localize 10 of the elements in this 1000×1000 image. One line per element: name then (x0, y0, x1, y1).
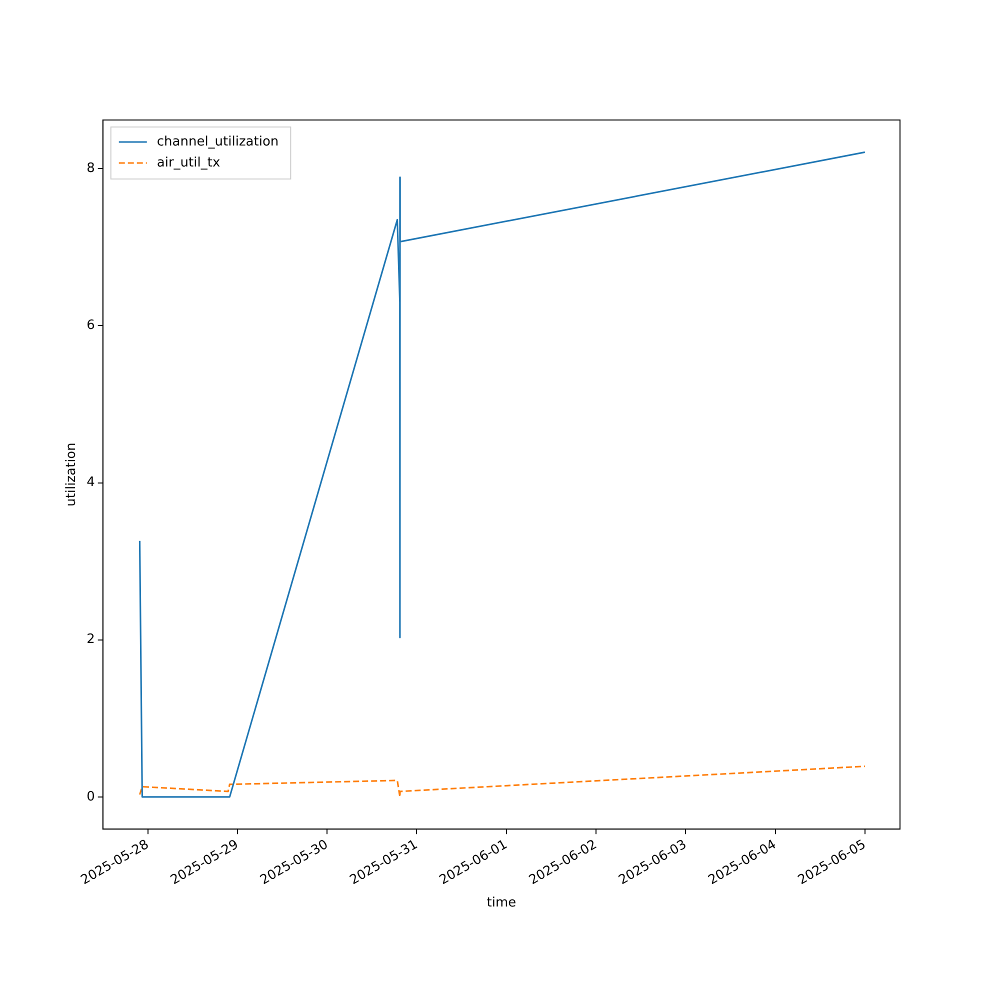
x-axis-title: time (486, 896, 516, 911)
y-tick-label: 8 (86, 161, 95, 176)
y-axis-title: utilization (64, 442, 80, 506)
line-series (138, 765, 866, 798)
y-tick-label: 6 (86, 318, 95, 334)
y-tick-label: 4 (86, 475, 95, 490)
y-tick-label: 0 (86, 789, 95, 804)
legend-label: channel_utilization (156, 134, 279, 150)
legend-label: air_util_tx (156, 155, 220, 170)
y-tick-label: 2 (86, 632, 95, 648)
